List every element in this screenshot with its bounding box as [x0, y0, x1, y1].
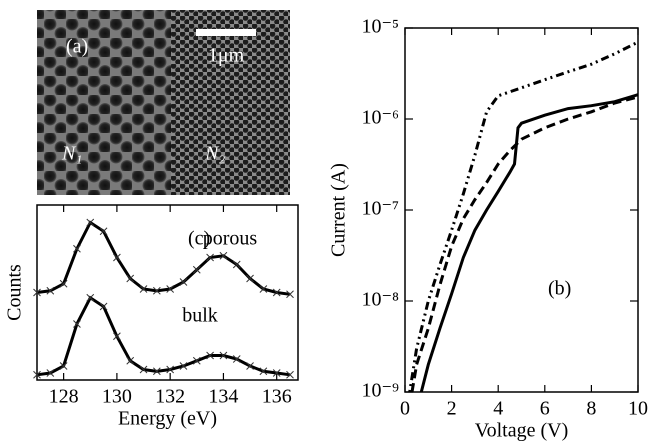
data-point [179, 362, 188, 370]
data-point [152, 367, 161, 376]
x-tick-label: 4 [493, 398, 503, 420]
data-point [166, 285, 175, 293]
data-point [272, 288, 281, 297]
data-point [126, 274, 135, 283]
data-point [46, 369, 55, 377]
data-point [259, 367, 268, 376]
series-label: porous [203, 228, 258, 250]
y-tick-label: 10⁻⁵ [361, 16, 399, 38]
data-point [59, 362, 68, 370]
data-point [99, 227, 108, 236]
plot-frame [404, 27, 639, 393]
data-point [272, 369, 281, 377]
data-point [166, 365, 175, 374]
data-point [286, 370, 294, 379]
data-point [192, 356, 201, 365]
series-line [419, 93, 639, 393]
x-tick-label: 128 [49, 386, 79, 408]
data-point [86, 218, 95, 227]
plot-frame [36, 204, 299, 381]
scale-bar-label: 1μm [208, 45, 245, 67]
data-point [99, 302, 108, 311]
scale-bar [196, 29, 256, 36]
region-n1 [37, 10, 171, 195]
region-label: N₂ [204, 143, 225, 165]
panel-label: (a) [66, 36, 88, 58]
data-point [206, 351, 214, 360]
y-tick-label: 10⁻⁷ [361, 198, 399, 220]
x-tick-label: 136 [262, 386, 292, 408]
x-tick-label: 6 [540, 398, 550, 420]
data-point [152, 286, 161, 295]
x-axis-label: Energy (eV) [118, 408, 217, 430]
data-point [192, 265, 201, 274]
series-line [408, 40, 639, 393]
data-point [232, 260, 241, 269]
data-point [286, 290, 294, 299]
data-point [113, 332, 121, 341]
y-tick-label: 10⁻⁹ [361, 380, 399, 402]
data-point [232, 355, 241, 363]
series-line [36, 295, 291, 377]
data-point [139, 285, 148, 293]
data-point [179, 278, 188, 286]
x-tick-label: 134 [208, 386, 238, 408]
series-label: bulk [182, 305, 218, 327]
data-point [126, 356, 135, 365]
data-point [73, 244, 81, 253]
data-point [219, 251, 228, 260]
x-tick-label: 10 [628, 398, 648, 420]
x-axis-label: Voltage (V) [475, 420, 569, 442]
data-point [246, 362, 254, 370]
x-tick-label: 132 [155, 386, 185, 408]
region-n2 [171, 10, 290, 195]
series-line [410, 95, 639, 393]
y-tick-label: 10⁻⁸ [361, 289, 399, 311]
x-tick-label: 0 [400, 398, 410, 420]
region-label: N₁ [61, 143, 82, 165]
panel-label: (c) [188, 228, 210, 250]
data-point [86, 293, 95, 302]
data-point [113, 253, 121, 262]
data-point [219, 351, 228, 360]
panel-label: (b) [548, 278, 571, 300]
x-tick-label: 8 [586, 398, 596, 420]
data-point [59, 279, 68, 288]
data-point [46, 286, 55, 295]
data-point [206, 253, 214, 262]
x-tick-label: 130 [102, 386, 132, 408]
y-axis-label: Current (A) [328, 163, 350, 257]
y-tick-label: 10⁻⁶ [361, 107, 399, 129]
sem-image: (a) 1μm N₁ N₂ [37, 10, 290, 195]
data-point [246, 274, 254, 283]
data-point [73, 320, 81, 328]
x-tick-label: 2 [447, 398, 457, 420]
data-point [33, 288, 41, 297]
data-point [33, 370, 41, 379]
data-point [259, 285, 268, 293]
data-point [139, 365, 148, 374]
y-axis-label: Counts [4, 264, 26, 321]
